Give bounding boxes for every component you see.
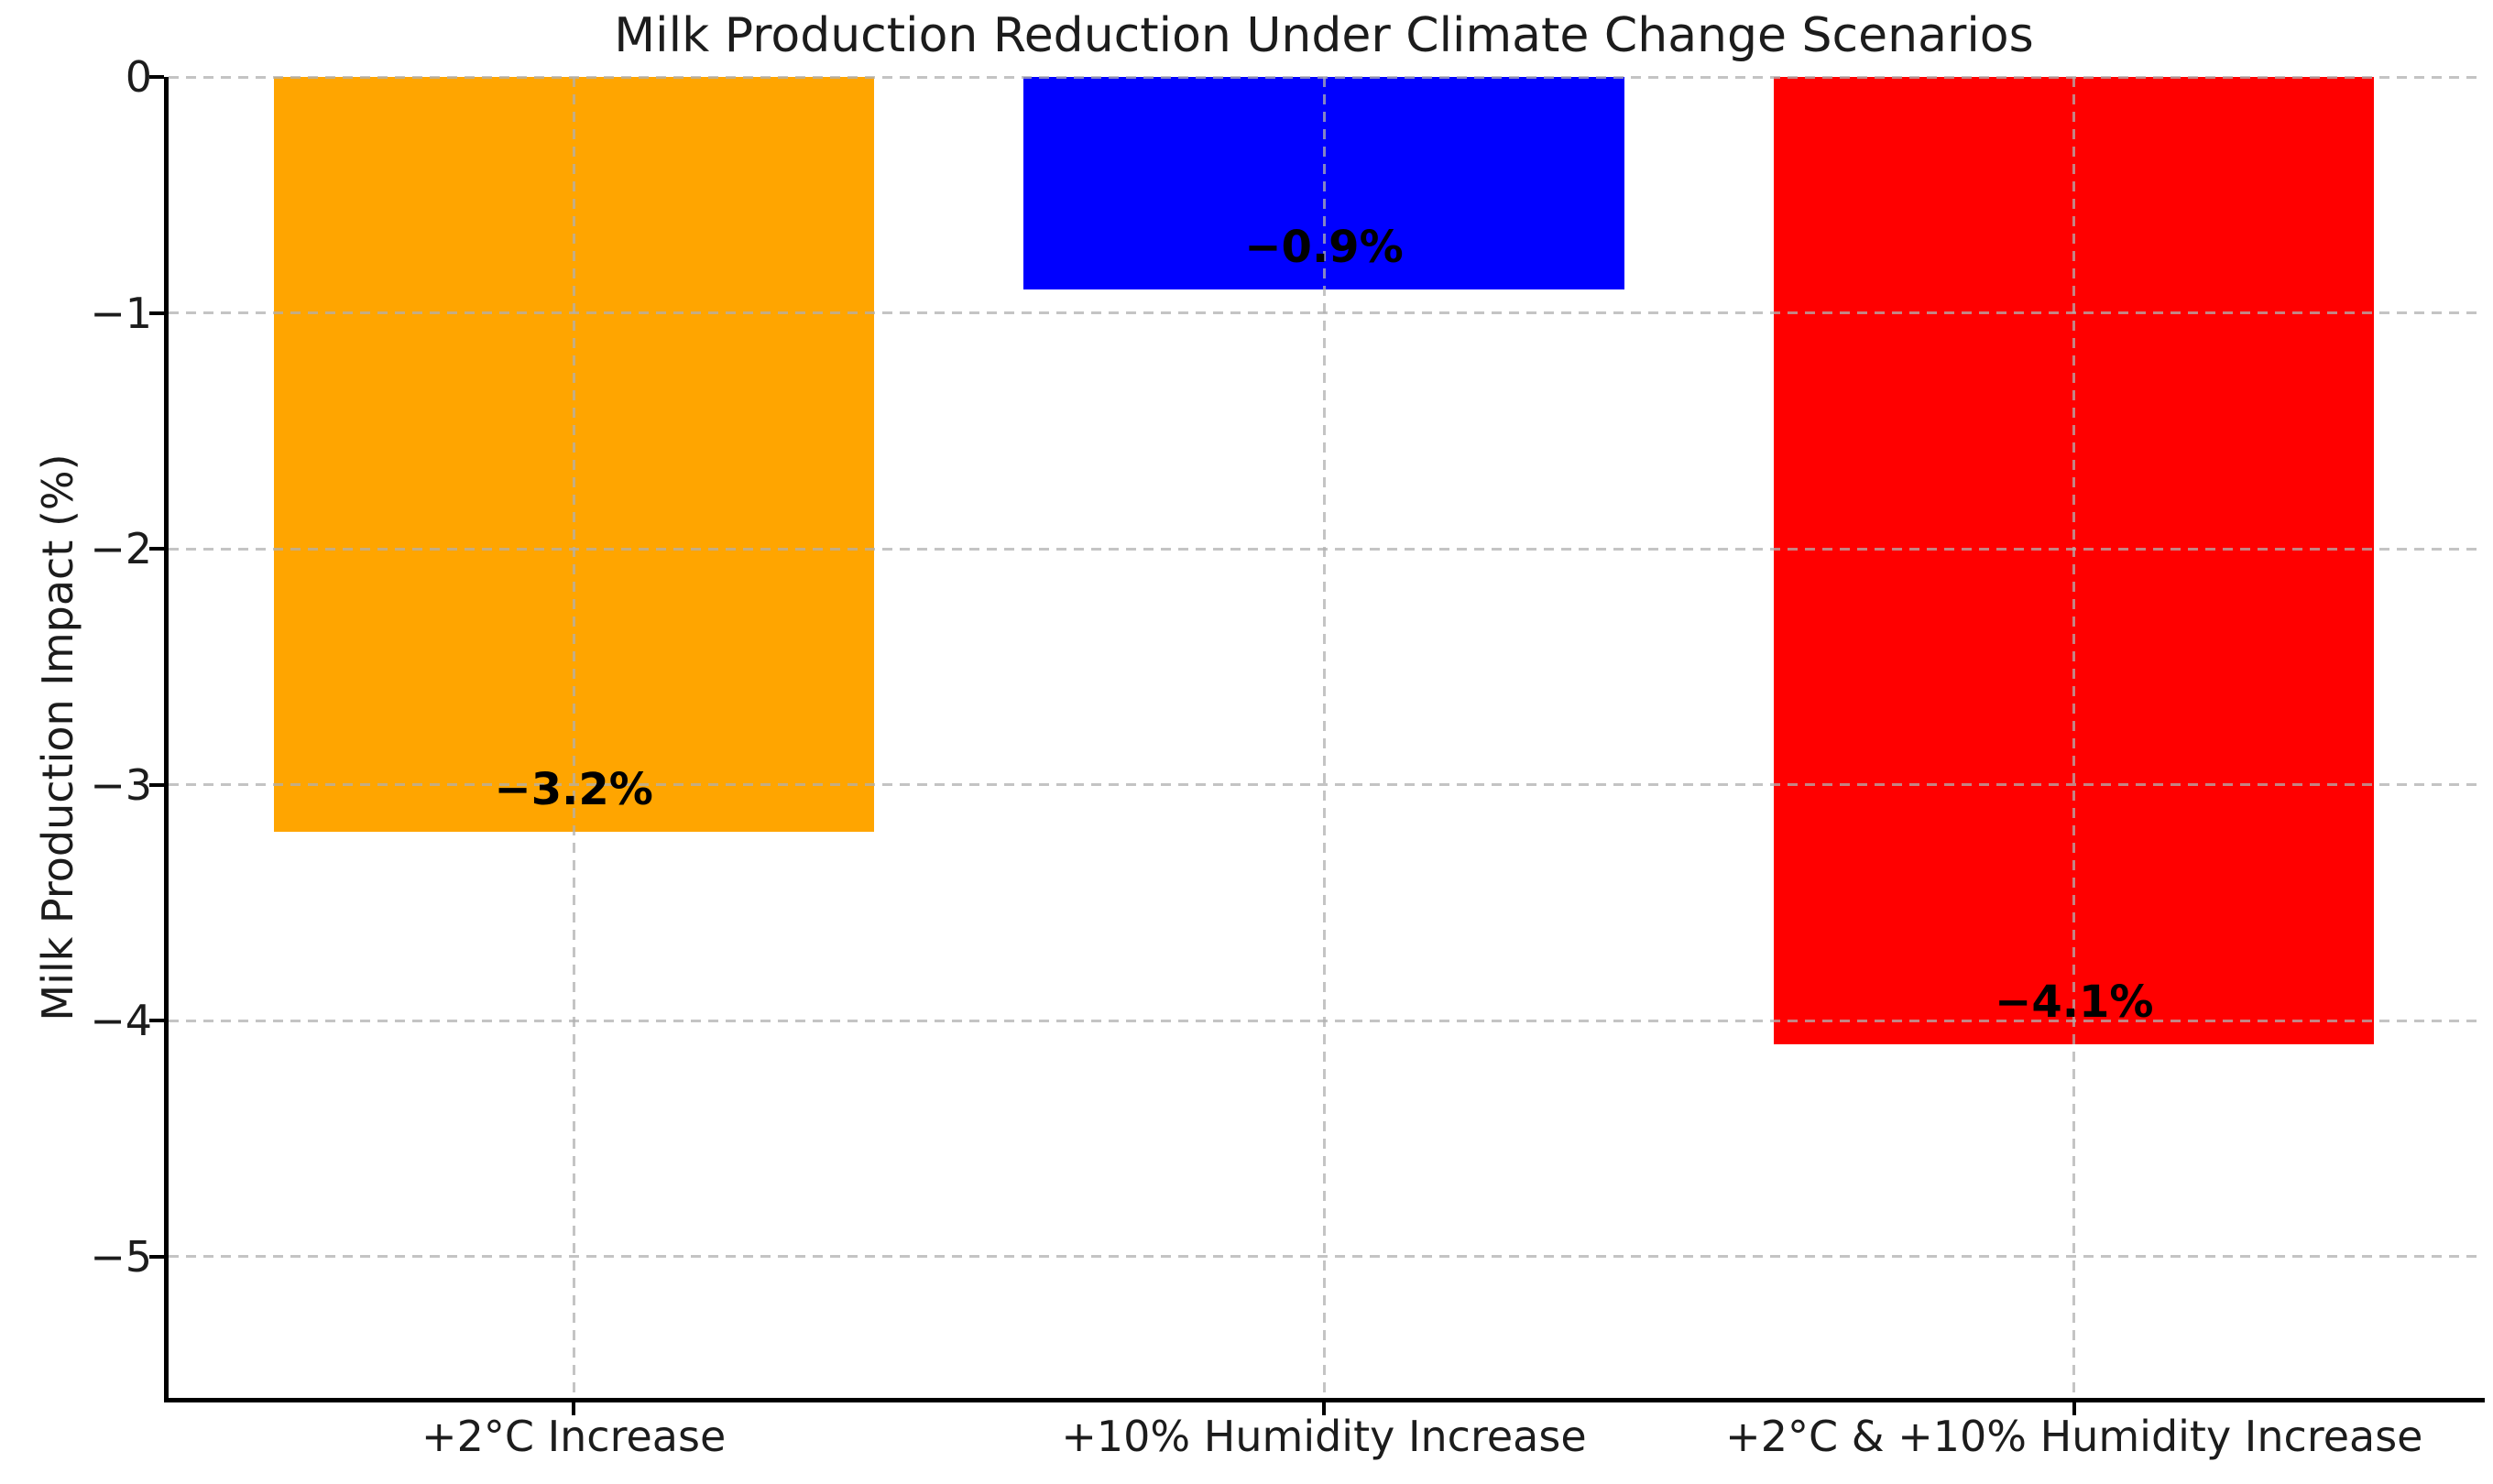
bar-value-label: −4.1% xyxy=(1995,976,2154,1028)
chart-title: Milk Production Reduction Under Climate … xyxy=(614,8,2034,63)
y-tick xyxy=(149,75,164,79)
y-tick xyxy=(149,1254,164,1259)
x-tick xyxy=(2072,1402,2076,1415)
left-spine xyxy=(164,77,169,1402)
y-tick xyxy=(149,311,164,315)
gridline-x xyxy=(572,77,575,1398)
y-tick xyxy=(149,547,164,551)
y-tick-label: −1 xyxy=(90,288,152,338)
y-tick xyxy=(149,782,164,787)
x-tick-label: +2°C Increase xyxy=(421,1412,727,1461)
gridline-x xyxy=(1322,77,1326,1398)
x-tick-label: +2°C & +10% Humidity Increase xyxy=(1725,1412,2423,1461)
y-tick xyxy=(149,1019,164,1022)
gridline-x xyxy=(2072,77,2076,1398)
bottom-spine xyxy=(164,1398,2485,1402)
bar-value-label: −0.9% xyxy=(1244,221,1404,273)
y-tick-label: −4 xyxy=(90,996,152,1045)
y-tick-label: −2 xyxy=(90,524,152,573)
x-tick-label: +10% Humidity Increase xyxy=(1061,1412,1587,1461)
y-tick-label: −3 xyxy=(90,759,152,810)
x-tick xyxy=(1322,1402,1326,1415)
y-tick-label: 0 xyxy=(125,52,152,102)
x-tick xyxy=(572,1402,576,1415)
bar-value-label: −3.2% xyxy=(494,764,653,815)
y-tick-label: −5 xyxy=(90,1231,152,1282)
